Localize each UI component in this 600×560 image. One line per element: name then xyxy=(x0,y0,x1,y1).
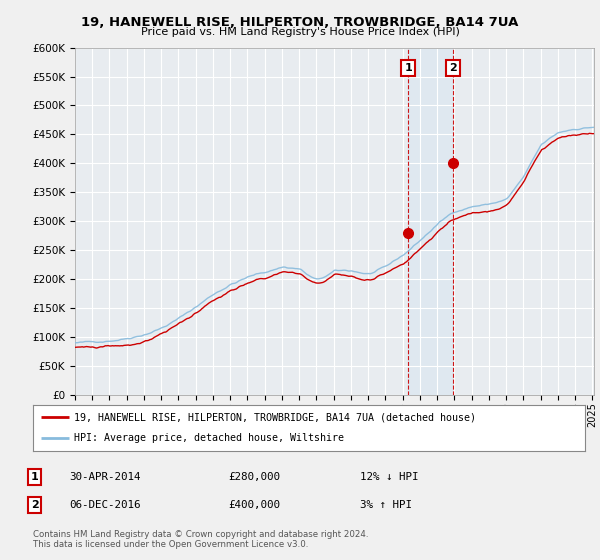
Text: 2: 2 xyxy=(31,500,38,510)
Text: 2: 2 xyxy=(449,63,457,73)
Text: 06-DEC-2016: 06-DEC-2016 xyxy=(69,500,140,510)
Text: 19, HANEWELL RISE, HILPERTON, TROWBRIDGE, BA14 7UA: 19, HANEWELL RISE, HILPERTON, TROWBRIDGE… xyxy=(82,16,518,29)
Text: HPI: Average price, detached house, Wiltshire: HPI: Average price, detached house, Wilt… xyxy=(74,433,344,444)
Text: Price paid vs. HM Land Registry's House Price Index (HPI): Price paid vs. HM Land Registry's House … xyxy=(140,27,460,37)
Text: Contains HM Land Registry data © Crown copyright and database right 2024.
This d: Contains HM Land Registry data © Crown c… xyxy=(33,530,368,549)
Text: 19, HANEWELL RISE, HILPERTON, TROWBRIDGE, BA14 7UA (detached house): 19, HANEWELL RISE, HILPERTON, TROWBRIDGE… xyxy=(74,412,476,422)
Text: 3% ↑ HPI: 3% ↑ HPI xyxy=(360,500,412,510)
Text: 1: 1 xyxy=(31,472,38,482)
Text: £400,000: £400,000 xyxy=(228,500,280,510)
Text: 30-APR-2014: 30-APR-2014 xyxy=(69,472,140,482)
Text: £280,000: £280,000 xyxy=(228,472,280,482)
Text: 1: 1 xyxy=(404,63,412,73)
Bar xyxy=(408,48,453,395)
Text: 12% ↓ HPI: 12% ↓ HPI xyxy=(360,472,419,482)
